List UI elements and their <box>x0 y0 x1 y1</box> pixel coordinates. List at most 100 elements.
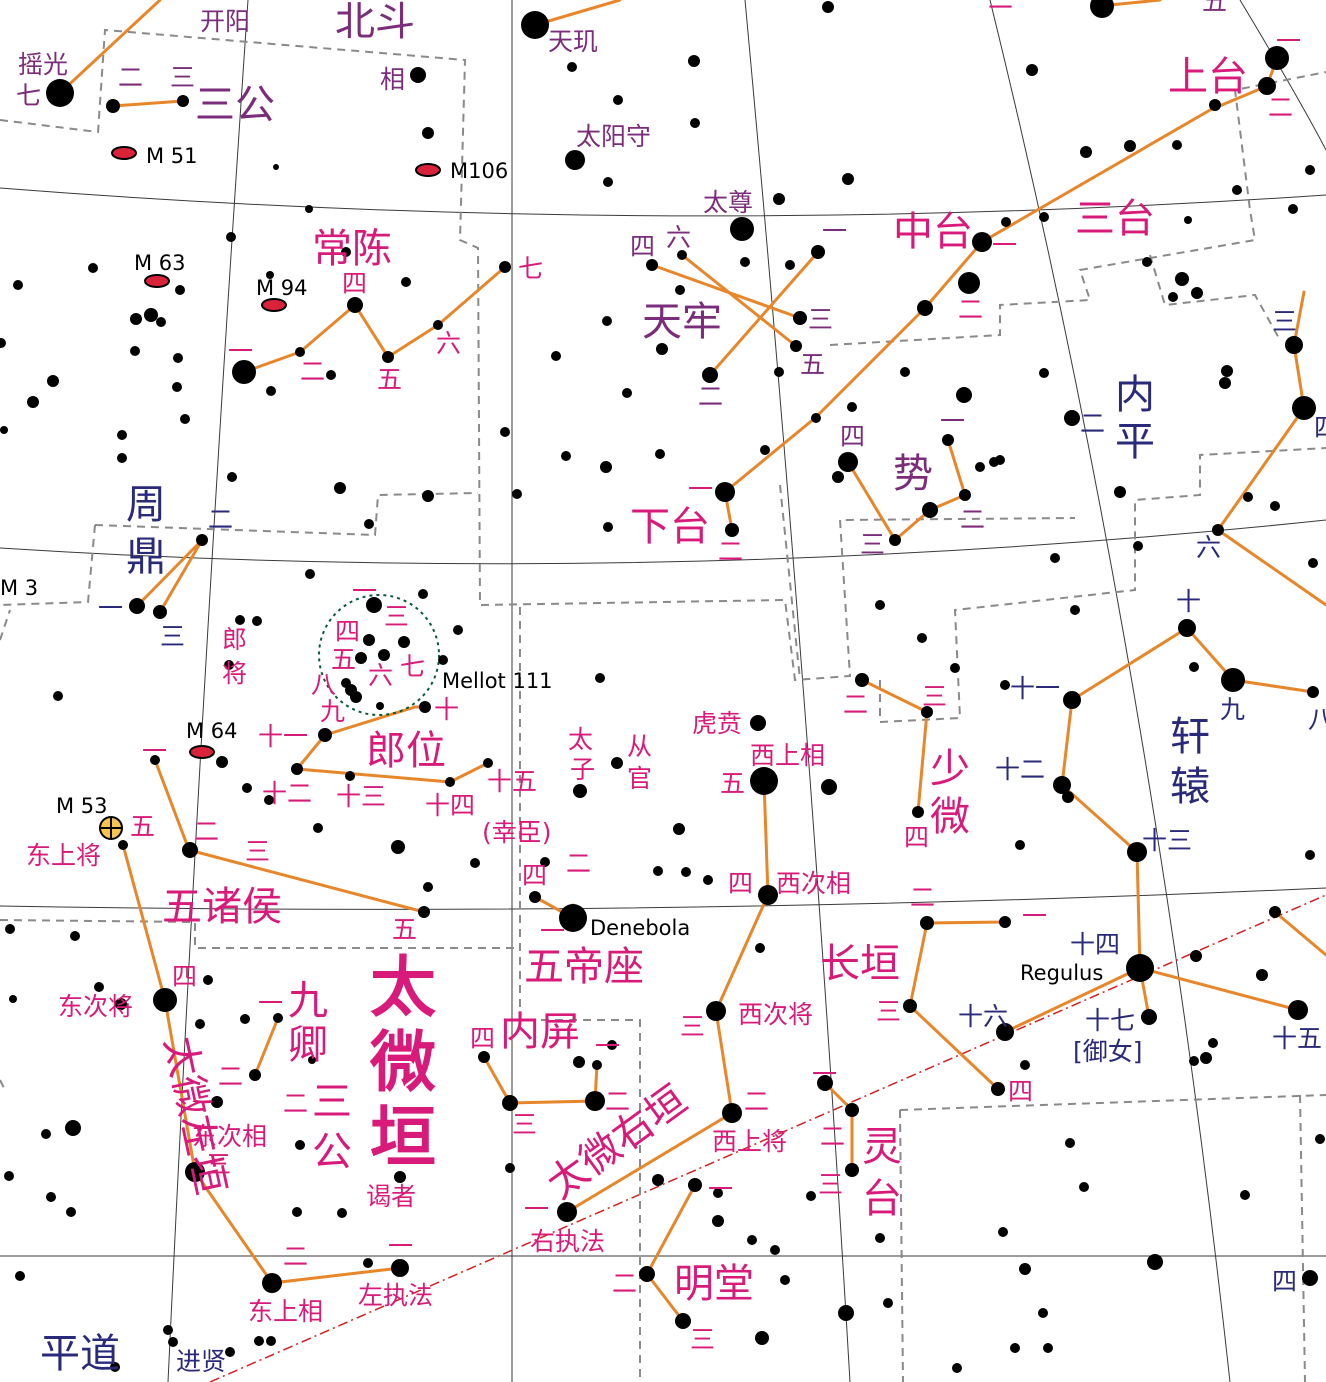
asterism-line <box>680 253 798 348</box>
star-icon <box>1190 950 1202 962</box>
star-icon <box>999 916 1011 928</box>
asterism-line <box>533 0 622 27</box>
star-icon <box>153 988 177 1012</box>
star-icon <box>1050 553 1060 563</box>
star-icon <box>1133 541 1143 551</box>
star-icon <box>1221 365 1233 377</box>
label-taiyangshou: 太阳守 <box>576 122 651 151</box>
label-lt2: 二 <box>820 1122 845 1151</box>
label-wzh5: 五 <box>392 915 417 944</box>
label-xy13: 十三 <box>1142 826 1192 855</box>
label-mt3: 三 <box>690 1325 715 1354</box>
label-wdz1: 一 <box>540 917 565 946</box>
star-icon <box>811 413 821 423</box>
label-tl-top2: 二 <box>988 0 1013 14</box>
star-icon <box>305 569 315 579</box>
label-shi1: 一 <box>940 407 965 436</box>
label-beidou: 北斗 <box>335 0 415 45</box>
ra-line <box>744 0 851 1382</box>
constellation-boundaries <box>0 28 1326 1382</box>
label-m106: M106 <box>450 159 508 183</box>
star-icon <box>341 247 351 257</box>
star-icon <box>688 55 700 67</box>
label-mingtang: 明堂 <box>674 1261 754 1307</box>
star-icon <box>273 1013 283 1023</box>
star-icon <box>600 461 612 473</box>
asterism-line <box>253 1016 280 1077</box>
star-icon <box>585 1091 605 1111</box>
label-youzhifa1: 一 <box>524 1195 549 1224</box>
star-icon <box>822 1 834 13</box>
star-icon <box>652 1174 664 1186</box>
star-icon <box>1178 619 1196 637</box>
label-right5: 五 <box>1202 0 1227 16</box>
star-icon <box>47 375 59 387</box>
asterism-line <box>1070 626 1315 702</box>
asterism-line <box>482 1055 599 1105</box>
label-zd2: 二 <box>208 505 233 534</box>
star-icon <box>1127 842 1147 862</box>
label-np2: 二 <box>1080 409 1105 438</box>
label-wzh2: 二 <box>194 817 219 846</box>
label-xicixiang4: 四 <box>728 869 753 898</box>
star-icon <box>1288 204 1298 214</box>
boundary <box>1149 254 1281 341</box>
star-icon <box>177 95 189 107</box>
label-cc2: 二 <box>300 357 325 386</box>
label-xy16: 十六 <box>958 1002 1008 1031</box>
label-tianji: 天玑 <box>548 27 598 56</box>
star-icon <box>0 426 8 434</box>
label-xy17: 十七 <box>1085 1006 1135 1035</box>
asterism-line <box>111 99 185 108</box>
label-wzh3: 三 <box>245 837 270 866</box>
star-icon <box>117 453 127 463</box>
star-icon <box>423 882 433 892</box>
star-icon <box>529 891 541 903</box>
star-icon <box>540 857 550 867</box>
star-icon <box>1292 396 1316 420</box>
star-icon <box>1079 1182 1089 1192</box>
star-icon <box>391 840 405 854</box>
star-icon <box>1305 165 1315 175</box>
star-icon <box>883 1298 893 1308</box>
label-taizi2: 子 <box>570 755 595 784</box>
star-icon <box>0 338 6 348</box>
label-jinxian: 进贤 <box>176 1347 226 1376</box>
star-icon <box>750 715 766 731</box>
star-icon <box>740 257 750 267</box>
label-shaowei2: 微 <box>930 794 970 840</box>
star-icon <box>774 367 784 377</box>
label-m64: M 64 <box>186 719 238 743</box>
star-icon <box>1258 77 1276 95</box>
label-zhongtai-2: 二 <box>958 295 983 324</box>
star-icon <box>595 673 605 683</box>
label-zzf1: 一 <box>388 1232 413 1261</box>
star-icon <box>1256 969 1268 981</box>
label-xy8: 八 <box>1308 705 1326 734</box>
star-icon <box>838 452 858 472</box>
label-sw4: 四 <box>904 823 929 852</box>
star-icon <box>639 1266 655 1282</box>
galaxy-m94-icon <box>261 298 287 312</box>
boundary <box>0 28 1076 682</box>
label-xy11: 十一 <box>1010 674 1060 703</box>
star-icon <box>376 702 384 710</box>
boundary <box>0 1079 6 1091</box>
label-congguan1: 从 <box>627 732 652 761</box>
star-icon <box>603 177 613 187</box>
star-icon <box>175 285 185 295</box>
label-wuzhuhou: 五诸侯 <box>162 884 282 930</box>
star-icon <box>355 652 367 664</box>
label-langjiang1: 郎 <box>222 625 247 654</box>
boundary <box>1299 1094 1306 1382</box>
label-lw6: 六 <box>368 661 393 690</box>
star-icon <box>832 471 844 483</box>
star-icon <box>956 387 972 403</box>
star-icon <box>785 260 795 270</box>
asterism-line <box>908 920 1007 1091</box>
boundary <box>779 484 801 681</box>
star-icon <box>567 62 577 72</box>
star-icon <box>1063 691 1081 709</box>
star-icon <box>88 263 98 273</box>
star-icon <box>806 1191 816 1201</box>
